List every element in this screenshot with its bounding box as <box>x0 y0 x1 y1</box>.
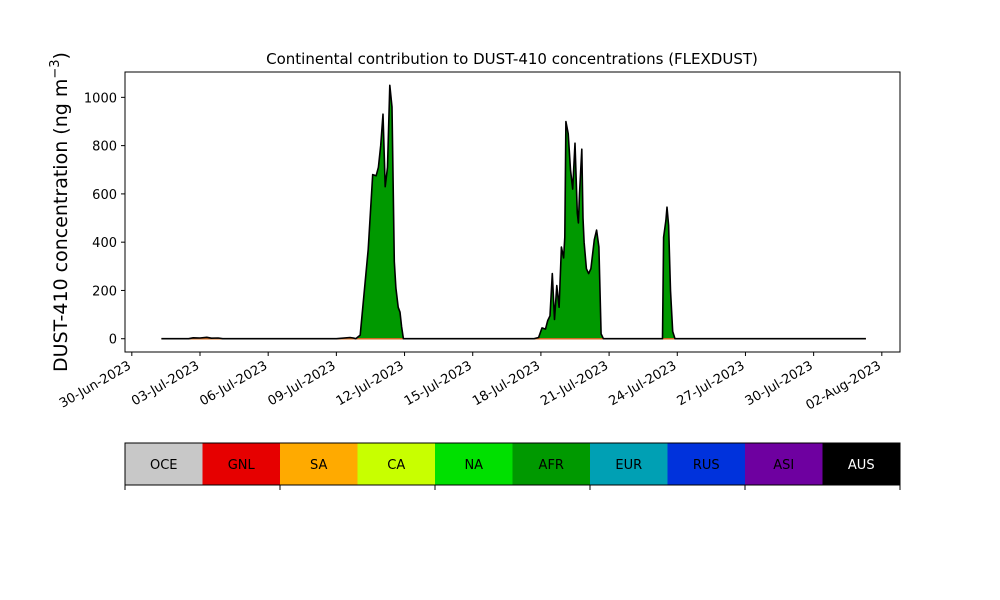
y-tick-label: 600 <box>92 188 117 203</box>
y-tick-label: 0 <box>109 333 117 348</box>
legend-label-aus: AUS <box>848 458 875 473</box>
x-tick-label: 02-Aug-2023 <box>803 358 883 413</box>
legend-frame <box>124 442 901 486</box>
legend-label-gnl: GNL <box>228 458 256 473</box>
legend-label-eur: EUR <box>615 458 642 473</box>
legend-label-oce: OCE <box>150 458 178 473</box>
x-tick-label: 06-Jul-2023 <box>197 358 270 409</box>
y-axis-label: DUST-410 concentration (ng m−3) <box>48 52 72 372</box>
y-tick-label: 1000 <box>84 91 117 106</box>
y-axis-label-main: DUST-410 concentration (ng m <box>50 79 72 372</box>
x-tick-label: 09-Jul-2023 <box>266 358 339 409</box>
x-tick-label: 12-Jul-2023 <box>334 358 407 409</box>
x-tick-label: 27-Jul-2023 <box>675 358 748 409</box>
y-axis: 0 200 400 600 800 1000 <box>84 91 125 348</box>
x-tick-label: 15-Jul-2023 <box>402 358 475 409</box>
x-axis: 30-Jun-202303-Jul-202306-Jul-202309-Jul-… <box>57 352 884 414</box>
y-axis-label-close: ) <box>50 52 72 59</box>
series-area-0 <box>161 85 866 339</box>
legend-swatch-eur <box>590 443 668 485</box>
y-axis-label-unit-exponent: −3 <box>48 59 63 78</box>
plot-frame <box>124 71 901 353</box>
legend-swatch-aus <box>822 443 901 485</box>
legend-label-asi: ASI <box>773 458 794 473</box>
legend-swatch-ca <box>357 443 436 485</box>
legend-swatch-na <box>435 443 513 485</box>
y-tick-label: 800 <box>92 140 117 155</box>
total-concentration-line <box>161 84 866 340</box>
legend-label-sa: SA <box>310 458 327 473</box>
legend-label-rus: RUS <box>693 458 720 473</box>
legend-swatch-asi <box>745 443 823 485</box>
x-tick-label: 03-Jul-2023 <box>129 358 202 409</box>
legend-label-afr: AFR <box>539 458 564 473</box>
legend-swatch-oce <box>125 443 203 485</box>
x-tick-label: 21-Jul-2023 <box>538 358 611 409</box>
y-tick-label: 200 <box>92 284 117 299</box>
legend-swatch-afr <box>512 443 591 485</box>
chart-title: Continental contribution to DUST-410 con… <box>266 50 758 68</box>
legend-label-na: NA <box>464 458 483 473</box>
x-tick-label: 24-Jul-2023 <box>606 358 679 409</box>
legend-label-ca: CA <box>387 458 405 473</box>
x-tick-label: 18-Jul-2023 <box>470 358 543 409</box>
legend-swatch-gnl <box>202 443 281 485</box>
region-color-legend: OCE GNL SA CA NA AFR EUR RUS ASI AUS <box>124 442 901 490</box>
y-tick-label: 400 <box>92 236 117 251</box>
legend-swatch-sa <box>280 443 358 485</box>
plot-area <box>124 71 901 353</box>
legend-swatch-rus <box>667 443 746 485</box>
